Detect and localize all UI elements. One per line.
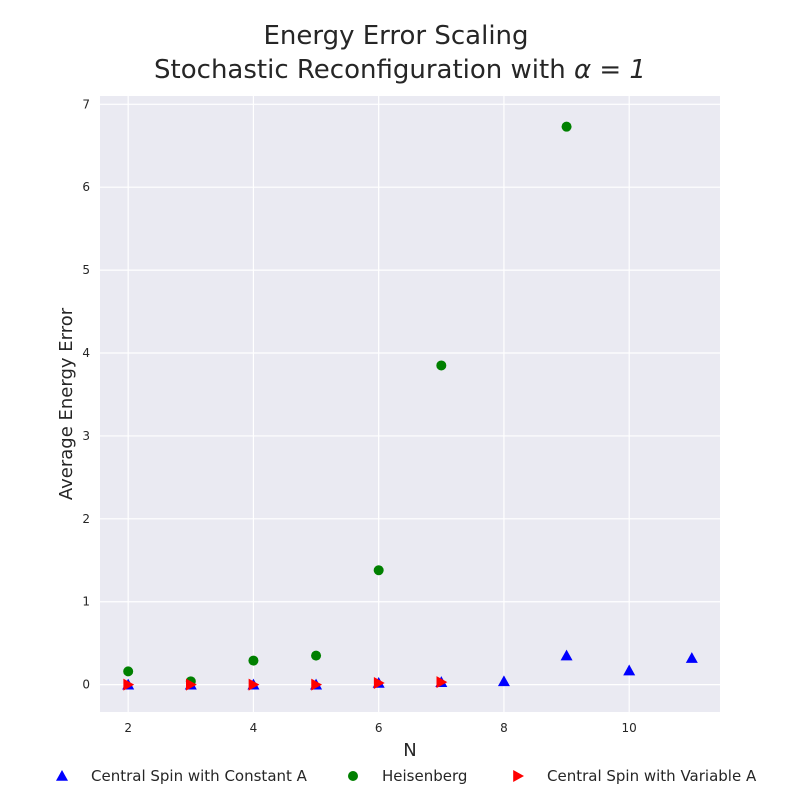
legend-item-1: Heisenberg (348, 767, 467, 785)
legend-item-0: Central Spin with Constant A (56, 767, 308, 785)
legend-item-2: Central Spin with Variable A (513, 767, 757, 785)
series-2 (123, 676, 448, 691)
data-point (186, 678, 197, 691)
data-point (311, 678, 323, 691)
data-point (248, 678, 260, 691)
y-tick-label: 4 (82, 346, 90, 360)
y-tick-label: 5 (82, 263, 90, 277)
data-point (373, 565, 384, 576)
legend-label: Central Spin with Variable A (547, 767, 757, 785)
y-axis-label: Average Energy Error (56, 307, 77, 500)
x-tick-label: 10 (622, 721, 637, 735)
legend-label: Heisenberg (382, 767, 467, 785)
y-tick-label: 1 (82, 595, 90, 609)
legend-marker (348, 771, 358, 781)
plot-area (100, 96, 720, 712)
data-point (123, 666, 134, 677)
chart-title-line1: Energy Error Scaling (263, 21, 528, 51)
x-tick-label: 6 (375, 721, 383, 735)
y-tick-label: 2 (82, 512, 90, 526)
grid-lines (100, 96, 720, 712)
data-points (122, 121, 698, 691)
legend-marker (56, 770, 68, 781)
y-tick-label: 7 (82, 97, 90, 111)
data-point (373, 676, 385, 689)
data-point (436, 676, 448, 689)
y-tick-labels: 0 1 2 3 4 5 6 7 (82, 97, 90, 691)
data-point (436, 360, 447, 371)
legend-label: Central Spin with Constant A (91, 767, 308, 785)
data-point (560, 649, 573, 661)
data-point (561, 121, 572, 132)
chart-title-prefix: Stochastic Reconfiguration with (154, 55, 574, 85)
chart-title-line2: Stochastic Reconfiguration with α = 1 (154, 55, 646, 85)
data-point (248, 655, 259, 666)
data-point (497, 675, 510, 687)
y-tick-label: 3 (82, 429, 90, 443)
data-point (311, 650, 322, 661)
chart-title-math: α = 1 (574, 55, 646, 85)
y-tick-label: 6 (82, 180, 90, 194)
x-tick-label: 8 (500, 721, 508, 735)
data-point (123, 678, 135, 691)
data-point (685, 652, 698, 663)
y-tick-label: 0 (82, 678, 90, 692)
data-point (623, 664, 636, 676)
x-tick-label: 2 (124, 721, 132, 735)
legend: Central Spin with Constant A Heisenberg Ce… (56, 767, 757, 785)
x-tick-label: 4 (250, 721, 258, 735)
legend-marker (513, 770, 524, 782)
x-axis-label: N (403, 740, 416, 761)
x-tick-labels: 2 4 6 8 10 (124, 721, 636, 735)
